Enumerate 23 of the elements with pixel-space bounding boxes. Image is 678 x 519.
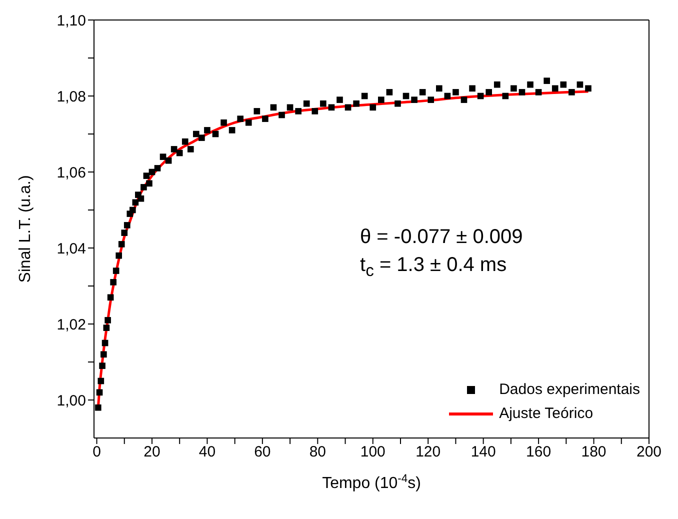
y-axis-title: Sinal L.T. (u.a.) [17,175,34,283]
y-tick-label: 1,04 [56,240,86,258]
x-tick-label: 60 [254,444,271,461]
x-tick-label: 180 [581,444,606,461]
x-tick-label: 80 [309,444,326,461]
y-tick-label: 1,00 [56,392,86,410]
x-tick-label: 20 [144,444,160,461]
y-tick-label: 1,02 [56,316,86,334]
annotation: t$_{c}$ = 1.3 ± 0.4 ms [360,254,507,281]
x-tick-label: 0 [92,444,101,461]
x-tick-label: 140 [470,444,496,461]
annotation: θ = -0.077 ± 0.009 [360,226,523,249]
legend-label: Ajuste Teórico [499,404,594,424]
y-tick-label: 1,06 [56,164,86,182]
x-tick-label: 120 [416,444,441,461]
legend-label: Dados experimentais [499,380,640,400]
x-axis-title: Tempo (10$^{-4}$s) [322,473,421,492]
x-tick-label: 200 [636,444,662,461]
y-tick-label: 1,10 [56,12,86,30]
x-tick-label: 100 [360,444,386,461]
y-tick-label: 1,08 [56,88,86,106]
x-tick-label: 160 [526,444,552,461]
x-tick-label: 40 [198,444,216,461]
